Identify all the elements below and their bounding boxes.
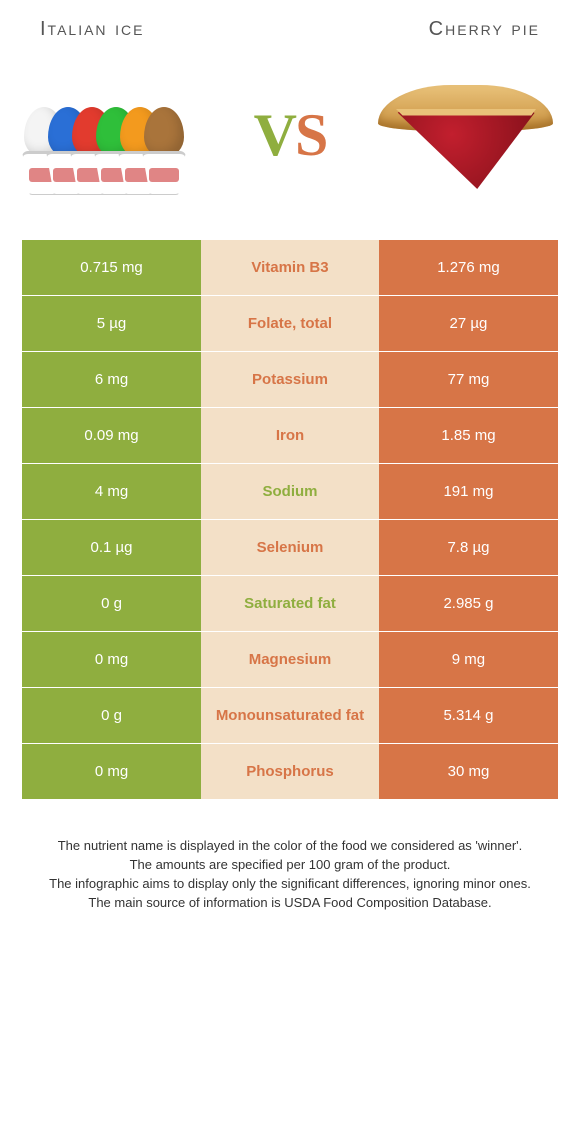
value-cherry-pie: 9 mg: [379, 632, 558, 687]
footer-line: The nutrient name is displayed in the co…: [40, 837, 540, 856]
value-italian-ice: 0 g: [22, 688, 201, 743]
value-cherry-pie: 27 µg: [379, 296, 558, 351]
ice-cup: [142, 107, 186, 195]
table-row: 0 mgMagnesium9 mg: [22, 631, 558, 687]
hero: VS: [0, 49, 580, 239]
nutrient-label: Sodium: [201, 464, 379, 519]
value-cherry-pie: 5.314 g: [379, 688, 558, 743]
value-cherry-pie: 1.276 mg: [379, 240, 558, 295]
table-row: 0 gSaturated fat2.985 g: [22, 575, 558, 631]
value-italian-ice: 0 mg: [22, 744, 201, 799]
table-row: 6 mgPotassium77 mg: [22, 351, 558, 407]
footer-line: The amounts are specified per 100 gram o…: [40, 856, 540, 875]
nutrient-label: Selenium: [201, 520, 379, 575]
table-row: 0.09 mgIron1.85 mg: [22, 407, 558, 463]
nutrient-label: Potassium: [201, 352, 379, 407]
nutrient-label: Monounsaturated fat: [201, 688, 379, 743]
vs-s: S: [295, 102, 326, 168]
value-italian-ice: 0 mg: [22, 632, 201, 687]
value-cherry-pie: 30 mg: [379, 744, 558, 799]
value-italian-ice: 0 g: [22, 576, 201, 631]
title-cherry-pie: Cherry pie: [429, 18, 540, 41]
nutrient-label: Saturated fat: [201, 576, 379, 631]
value-cherry-pie: 7.8 µg: [379, 520, 558, 575]
vs-v: V: [254, 102, 295, 168]
table-row: 0.715 mgVitamin B31.276 mg: [22, 239, 558, 295]
nutrient-label: Iron: [201, 408, 379, 463]
footer-line: The infographic aims to display only the…: [40, 875, 540, 894]
nutrient-label: Vitamin B3: [201, 240, 379, 295]
table-row: 5 µgFolate, total27 µg: [22, 295, 558, 351]
title-italian-ice: Italian ice: [40, 18, 144, 41]
value-cherry-pie: 77 mg: [379, 352, 558, 407]
value-italian-ice: 6 mg: [22, 352, 201, 407]
header: Italian ice Cherry pie: [0, 0, 580, 49]
comparison-table: 0.715 mgVitamin B31.276 mg5 µgFolate, to…: [0, 239, 580, 799]
nutrient-label: Folate, total: [201, 296, 379, 351]
value-cherry-pie: 2.985 g: [379, 576, 558, 631]
table-row: 0 mgPhosphorus30 mg: [22, 743, 558, 799]
nutrient-label: Magnesium: [201, 632, 379, 687]
italian-ice-image: [22, 60, 202, 210]
value-cherry-pie: 191 mg: [379, 464, 558, 519]
table-row: 0 gMonounsaturated fat5.314 g: [22, 687, 558, 743]
table-row: 0.1 µgSelenium7.8 µg: [22, 519, 558, 575]
value-italian-ice: 0.715 mg: [22, 240, 201, 295]
value-cherry-pie: 1.85 mg: [379, 408, 558, 463]
nutrient-label: Phosphorus: [201, 744, 379, 799]
footer-line: The main source of information is USDA F…: [40, 894, 540, 913]
cherry-pie-image: [378, 60, 558, 210]
table-row: 4 mgSodium191 mg: [22, 463, 558, 519]
value-italian-ice: 0.1 µg: [22, 520, 201, 575]
value-italian-ice: 4 mg: [22, 464, 201, 519]
value-italian-ice: 5 µg: [22, 296, 201, 351]
value-italian-ice: 0.09 mg: [22, 408, 201, 463]
footer-notes: The nutrient name is displayed in the co…: [0, 799, 580, 912]
vs-label: VS: [254, 101, 327, 170]
